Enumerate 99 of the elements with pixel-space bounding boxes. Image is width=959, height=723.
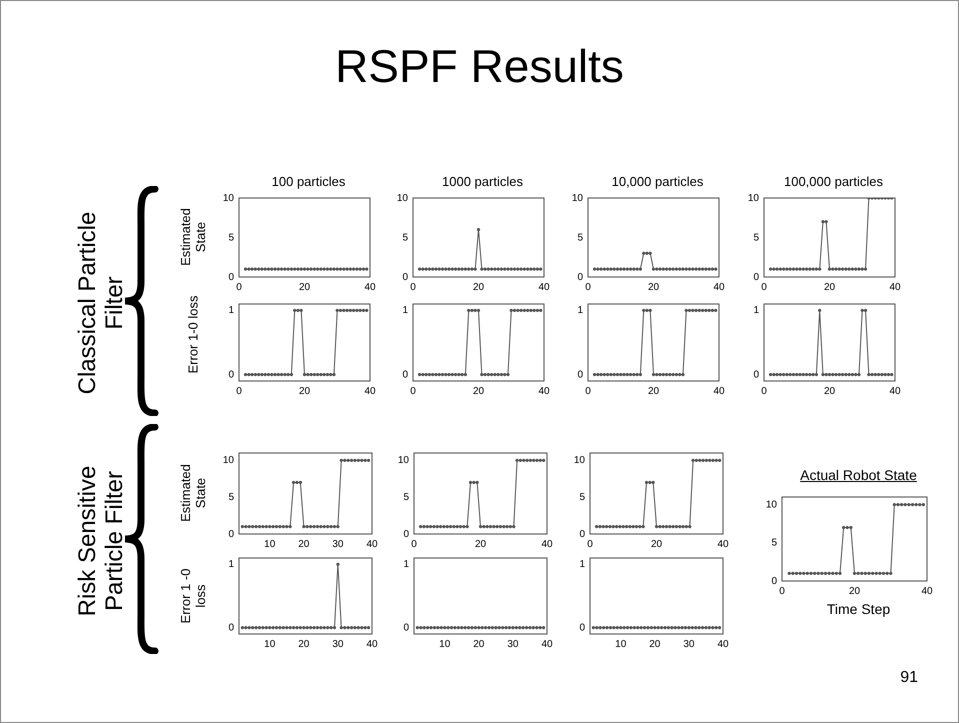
x-tick-label: 40 xyxy=(541,638,553,650)
x-tick-label: 40 xyxy=(541,538,553,550)
y-tick-label: 0 xyxy=(753,272,760,283)
y-tick-label: 0 xyxy=(228,369,234,380)
y-axis-title: Estimated State xyxy=(178,463,208,524)
x-tick-label: 40 xyxy=(366,638,378,650)
x-tick-label: 20 xyxy=(824,282,836,293)
y-tick-label: 5 xyxy=(402,232,408,244)
chart-title: Actual Robot State xyxy=(799,467,918,483)
x-tick-label: 20 xyxy=(472,386,484,397)
y-tick-label: 5 xyxy=(228,232,234,244)
chart-title: 100,000 particles xyxy=(782,174,884,189)
x-tick-label: 20 xyxy=(472,282,484,293)
x-tick-label: 40 xyxy=(889,386,901,397)
x-tick-label: 40 xyxy=(713,386,725,397)
x-tick-label: 40 xyxy=(538,282,550,293)
x-tick-label: 40 xyxy=(921,586,933,597)
y-tick-label: 0 xyxy=(577,272,584,283)
y-tick-label: 1 xyxy=(579,559,586,570)
y-tick-label: 0 xyxy=(771,576,778,587)
x-tick-label: 20 xyxy=(298,282,310,293)
y-tick-label: 1 xyxy=(753,305,760,316)
x-tick-label: 40 xyxy=(717,538,729,550)
x-tick-label: 20 xyxy=(473,638,485,650)
y-tick-label: 1 xyxy=(403,559,410,570)
x-tick-label: 0 xyxy=(779,586,786,597)
text: Risk Sensitive Particle Filter xyxy=(74,464,128,618)
x-tick-label: 20 xyxy=(298,386,310,397)
x-tick-label: 30 xyxy=(332,538,344,550)
x-axis-title: Time Step xyxy=(826,601,892,617)
x-tick-label: 20 xyxy=(474,538,486,550)
x-tick-label: 20 xyxy=(649,638,661,650)
x-tick-label: 20 xyxy=(650,538,662,550)
text: Classical Particle Filter xyxy=(74,210,128,396)
x-tick-label: 0 xyxy=(411,538,418,550)
chart-title: 10,000 particles xyxy=(610,174,704,189)
y-tick-label: 0 xyxy=(228,622,234,634)
y-tick-label: 0 xyxy=(228,528,234,540)
y-tick-label: 5 xyxy=(577,232,584,244)
y-tick-label: 0 xyxy=(403,622,410,634)
y-tick-label: 0 xyxy=(402,272,408,283)
chart-title: 100 particles xyxy=(270,174,346,189)
x-tick-label: 10 xyxy=(264,638,276,650)
x-tick-label: 10 xyxy=(439,638,451,650)
x-tick-label: 0 xyxy=(761,282,768,293)
x-tick-label: 20 xyxy=(848,586,860,597)
y-tick-label: 10 xyxy=(398,455,410,466)
y-tick-label: 0 xyxy=(577,369,584,380)
y-tick-label: 1 xyxy=(228,305,234,316)
y-tick-label: 10 xyxy=(574,455,586,466)
y-tick-label: 5 xyxy=(579,492,586,503)
x-tick-label: 10 xyxy=(264,538,276,550)
x-tick-label: 30 xyxy=(507,638,519,650)
x-tick-label: 10 xyxy=(615,638,627,650)
y-tick-label: 10 xyxy=(748,192,760,204)
x-tick-label: 20 xyxy=(298,538,310,550)
y-axis-title: Error 1-0 loss xyxy=(186,294,200,374)
y-axis-title: Estimated State xyxy=(178,207,208,268)
y-tick-label: 1 xyxy=(577,305,584,316)
y-tick-label: 0 xyxy=(402,369,408,380)
y-tick-label: 10 xyxy=(396,192,408,204)
y-tick-label: 0 xyxy=(579,622,586,634)
x-tick-label: 40 xyxy=(717,638,729,650)
x-tick-label: 20 xyxy=(648,386,660,397)
x-tick-label: 20 xyxy=(648,282,660,293)
x-tick-label: 0 xyxy=(410,282,416,293)
x-tick-label: 40 xyxy=(889,282,901,293)
text: 91 xyxy=(900,669,918,687)
y-tick-label: 0 xyxy=(403,528,410,540)
x-tick-label: 0 xyxy=(587,538,594,550)
x-tick-label: 30 xyxy=(332,638,344,650)
chart-title: 1000 particles xyxy=(441,174,524,189)
y-tick-label: 1 xyxy=(228,559,234,570)
x-tick-label: 40 xyxy=(538,386,550,397)
y-tick-label: 10 xyxy=(222,455,234,466)
x-tick-label: 20 xyxy=(298,638,310,650)
x-tick-label: 40 xyxy=(713,282,725,293)
text: RSPF Results xyxy=(334,39,625,93)
x-tick-label: 30 xyxy=(683,638,695,650)
y-tick-label: 5 xyxy=(228,492,234,503)
x-tick-label: 40 xyxy=(366,538,378,550)
x-tick-label: 20 xyxy=(824,386,836,397)
x-tick-label: 0 xyxy=(761,386,768,397)
x-tick-label: 0 xyxy=(410,386,416,397)
y-tick-label: 5 xyxy=(771,538,778,549)
y-axis-title: Error 1 -0 loss xyxy=(178,567,208,625)
y-tick-label: 1 xyxy=(402,305,408,316)
y-tick-label: 0 xyxy=(579,528,586,540)
y-tick-label: 5 xyxy=(403,492,410,503)
y-tick-label: 5 xyxy=(753,232,760,244)
x-tick-label: 0 xyxy=(236,386,242,397)
y-tick-label: 10 xyxy=(222,192,234,204)
x-tick-label: 40 xyxy=(364,282,376,293)
x-tick-label: 0 xyxy=(236,282,242,293)
y-tick-label: 0 xyxy=(753,369,760,380)
y-tick-label: 0 xyxy=(228,272,234,283)
y-tick-label: 10 xyxy=(572,192,584,204)
x-tick-label: 40 xyxy=(364,386,376,397)
y-tick-label: 10 xyxy=(766,499,778,510)
